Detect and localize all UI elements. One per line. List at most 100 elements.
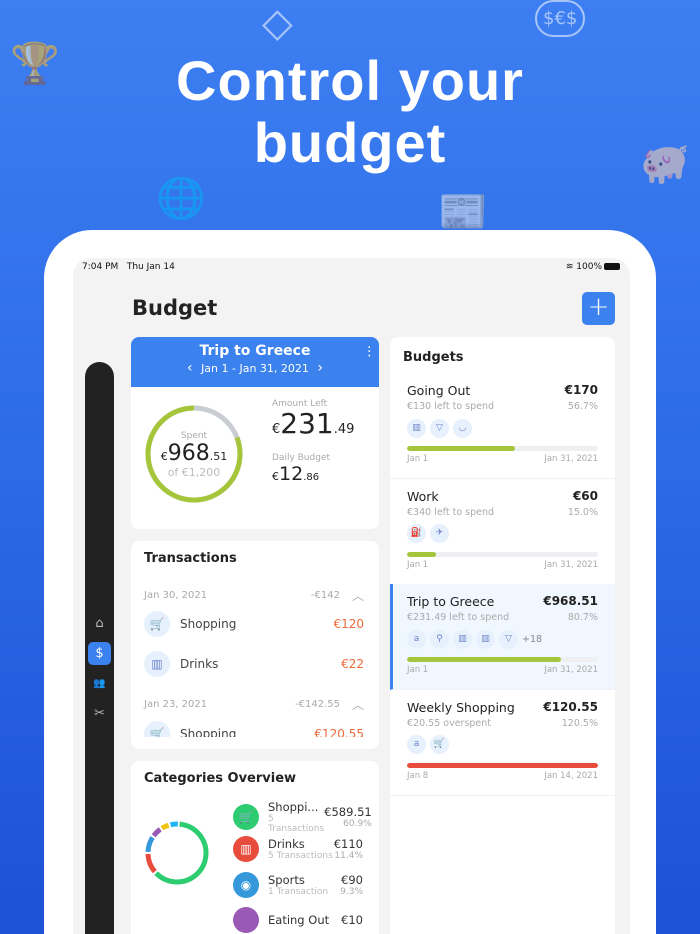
transaction-name: Drinks: [180, 657, 219, 671]
piggy-bank-icon: 🐖: [640, 141, 690, 187]
budget-progress-bar: [407, 762, 598, 768]
transaction-name: Shopping: [180, 617, 237, 631]
budget-amount: €120.55: [543, 699, 598, 714]
transactions-card: Transactions Jan 30, 2021 -€142 ︿ 🛒 Shoppin…: [131, 541, 379, 749]
budget-icons: a ⚲ ▥ ▥ ▽ +18: [407, 629, 598, 649]
category-icon: ◡: [453, 418, 472, 438]
daily-budget-decimals: .86: [303, 472, 320, 483]
eating-out-icon: [233, 907, 259, 933]
budget-item[interactable]: Weekly Shopping €120.55 €20.55 overspent 1…: [390, 690, 615, 796]
trophy-icon: 🏆: [10, 41, 60, 87]
budget-percent: 15.0%: [567, 506, 598, 518]
budget-item[interactable]: Going Out €170 €130 left to spend 56.7% ▥ ▽…: [390, 373, 615, 479]
overview-title: Trip to Greece: [199, 343, 311, 359]
category-percent: 9.3%: [340, 887, 363, 897]
group-date: Jan 23, 2021: [144, 699, 208, 710]
category-row[interactable]: Eating Out €10: [233, 907, 363, 933]
budget-end: Jan 31, 2021: [544, 559, 598, 570]
ring-spent: [145, 405, 243, 503]
daily-currency: €: [272, 470, 279, 483]
transaction-group-header[interactable]: Jan 30, 2021 -€142 ︿: [144, 587, 364, 604]
transactions-list: Jan 30, 2021 -€142 ︿ 🛒 Shopping €120 ▥ Drinks…: [131, 581, 379, 737]
transaction-amount: €120: [333, 617, 364, 631]
money-bubble-icon: $€$: [535, 0, 586, 37]
budget-left: €340 left to spend: [407, 506, 495, 518]
budget-end: Jan 31, 2021: [544, 454, 598, 464]
budget-start: Jan 1: [407, 559, 429, 570]
filter-settings-icon[interactable]: ⫶: [367, 343, 371, 361]
budget-icons: ▥ ▽ ◡: [407, 418, 598, 438]
spent-label: Spent: [180, 431, 208, 441]
budget-amount: €170: [564, 383, 598, 397]
budget-start: Jan 1: [407, 454, 429, 464]
chevron-up-icon[interactable]: ︿: [351, 589, 364, 603]
budget-start: Jan 8: [407, 770, 429, 781]
wifi-icon: ≋: [565, 262, 574, 272]
category-amount: €110: [333, 837, 363, 851]
drinks-icon: ▥: [233, 836, 259, 862]
shopping-cart-icon: 🛒: [144, 611, 170, 637]
category-icon: ⚲: [430, 629, 449, 649]
category-icon: a: [407, 629, 426, 649]
budget-name: Trip to Greece: [407, 594, 495, 609]
overview-header: Trip to Greece Jan 1 - Jan 31, 2021 ‹ › …: [131, 337, 379, 387]
category-row[interactable]: ◉ Sports 1 Transaction €90 9.3%: [233, 872, 363, 898]
budget-item[interactable]: Work €60 €340 left to spend 15.0% ⛽ ✈ Jan 1…: [390, 479, 615, 585]
daily-budget-label: Daily Budget: [272, 453, 331, 463]
budget-percent: 120.5%: [561, 717, 598, 729]
donut-segment: [145, 821, 209, 885]
money-bag-icon: $: [95, 646, 104, 661]
budget-overview-card: Trip to Greece Jan 1 - Jan 31, 2021 ‹ › …: [131, 337, 379, 529]
category-icon: ▥: [476, 629, 495, 649]
budget-percent: 80.7%: [567, 612, 598, 623]
budget-end: Jan 31, 2021: [544, 665, 598, 675]
amount-left-value: 231: [280, 407, 334, 440]
spent-of-total: of €1,200: [167, 466, 221, 479]
sidebar-item-users[interactable]: 👥: [88, 672, 111, 695]
category-icon: a: [407, 735, 426, 754]
category-name: Eating Out: [268, 913, 330, 927]
categories-donut: [145, 821, 209, 885]
category-name: Drinks: [268, 837, 305, 851]
category-name: Shoppi...: [268, 800, 319, 814]
headline: Control your budget: [176, 49, 524, 174]
budget-percent: 56.7%: [567, 401, 598, 412]
transaction-row[interactable]: 🛒 Shopping €120: [144, 611, 364, 637]
budget-name: Weekly Shopping: [407, 699, 515, 715]
budget-progress-bar: [407, 446, 598, 451]
page-title: Budget: [132, 296, 218, 320]
add-budget-button[interactable]: +: [582, 292, 615, 325]
budget-icons: a 🛒: [407, 735, 598, 755]
transaction-row[interactable]: 🛒 Shopping €120.55: [144, 721, 364, 737]
budget-name: Work: [407, 488, 439, 504]
category-icon: ▽: [499, 629, 518, 649]
budget-end: Jan 14, 2021: [544, 770, 598, 781]
sidebar-item-budget[interactable]: $: [88, 642, 111, 665]
shopping-cart-icon: 🛒: [144, 721, 170, 737]
transaction-row[interactable]: ▥ Drinks €22: [144, 651, 364, 677]
group-total: -€142: [310, 590, 340, 601]
prev-period-button[interactable]: ‹: [187, 360, 193, 376]
status-time: 7:04 PM: [82, 262, 119, 272]
categories-title: Categories Overview: [144, 771, 297, 786]
next-period-button[interactable]: ›: [317, 360, 323, 376]
overview-range: Jan 1 - Jan 31, 2021: [201, 362, 309, 375]
status-bar: 7:04 PM Thu Jan 14 ≋ 100%: [82, 262, 620, 272]
category-row[interactable]: ▥ Drinks 5 Transactions €110 11.4%: [233, 836, 363, 862]
budget-left: €130 left to spend: [407, 401, 495, 412]
category-icon: ▥: [453, 629, 472, 649]
battery-icon: [604, 263, 620, 270]
chevron-up-icon[interactable]: ︿: [351, 698, 364, 712]
spent-currency: €: [160, 450, 168, 463]
spent-ring: [145, 405, 243, 503]
sidebar-item-tools[interactable]: ✂: [88, 702, 111, 725]
transaction-group-header[interactable]: Jan 23, 2021 -€142.55 ︿: [144, 696, 364, 713]
shopping-cart-icon: 🛒: [233, 804, 259, 830]
budget-left: €20.55 overspent: [407, 717, 492, 729]
budget-item[interactable]: Trip to Greece €968.51 €231.49 left to sp…: [390, 584, 615, 690]
category-row[interactable]: 🛒 Shoppi... 5 Transactions €589.51 60.9%: [233, 800, 372, 834]
sidebar-item-home[interactable]: ⌂: [88, 612, 111, 635]
budget-progress-fill: [407, 446, 516, 451]
category-percent: 11.4%: [334, 851, 363, 861]
category-percent: 60.9%: [343, 819, 372, 829]
